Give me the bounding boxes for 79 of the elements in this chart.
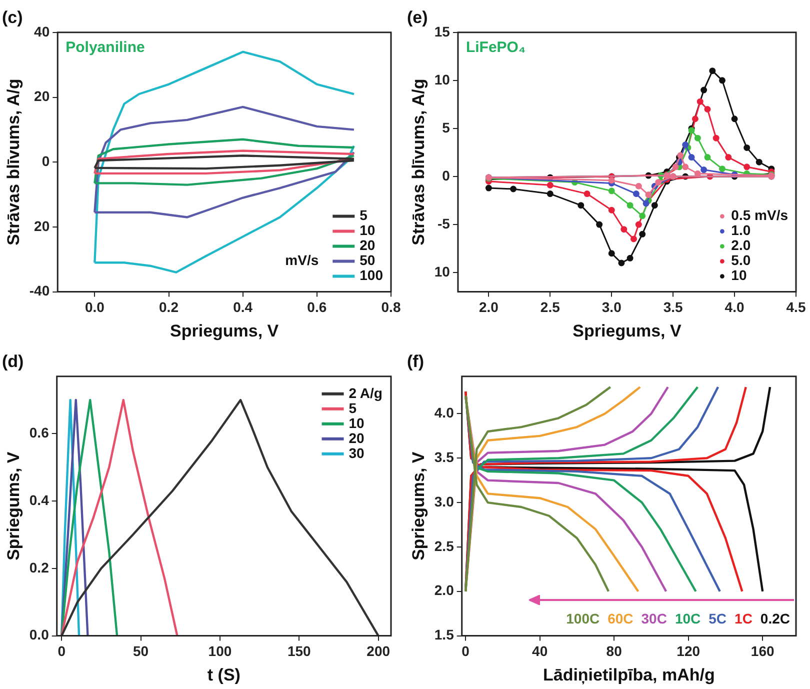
text: 30C	[641, 610, 667, 627]
x-tick-label: 120	[676, 643, 700, 660]
x-tick-label: 40	[532, 643, 548, 660]
x-tick-label: 200	[366, 643, 390, 660]
chart-title: (c)	[2, 8, 23, 27]
y-tick-label: 1.5	[434, 626, 454, 643]
x-tick-label: 0.6	[307, 299, 327, 316]
text: 1C	[734, 610, 752, 627]
legend-label: 10	[731, 267, 747, 284]
text: 0.2C	[760, 610, 790, 627]
x-tick-label: 160	[750, 643, 774, 660]
text: 5C	[708, 610, 727, 627]
y-tick-label: 0.4	[29, 492, 50, 508]
legend-label: 20	[360, 237, 376, 254]
y-tick-label: 10	[434, 263, 450, 280]
legend-label: 5.0	[731, 252, 751, 268]
y-tick-label: -40	[29, 282, 50, 299]
x-tick-label: 0.2	[159, 299, 179, 316]
y-tick-label: 3.5	[434, 448, 454, 465]
x-tick-label: 80	[606, 643, 622, 660]
y-tick-label: 40	[34, 23, 50, 40]
legend-label: 0.5 mV/s	[731, 207, 788, 224]
x-tick-label: 2.5	[540, 299, 560, 316]
x-tick-label: 2.0	[478, 299, 499, 316]
text: 60C	[608, 610, 634, 627]
x-tick-label: 150	[287, 643, 312, 660]
y-tick-label: 0.2	[29, 559, 50, 576]
legend-label: 30	[348, 444, 365, 461]
y-tick-label: 0	[42, 152, 50, 169]
legend-label: 5	[348, 400, 357, 416]
x-tick-label: 50	[133, 643, 149, 660]
legend-title: mV/s	[285, 252, 319, 268]
legend-label: 2 A/g	[348, 384, 382, 401]
text: 100C	[566, 610, 600, 627]
x-tick-label: 0	[462, 643, 470, 660]
x-tick-label: 4.0	[724, 299, 744, 316]
chart-title: (d)	[2, 352, 24, 371]
x-tick-label: 0.0	[84, 299, 105, 316]
y-tick-label: 0.6	[29, 424, 50, 441]
chart-title: (e)	[407, 8, 428, 27]
x-tick-label: 0	[58, 643, 66, 660]
legend-label: 10	[348, 414, 365, 431]
y-tick-label: 10	[434, 71, 450, 88]
y-tick-label: 4.0	[434, 404, 454, 421]
y-axis-title: Strāvas blīvums, A/g	[4, 78, 23, 246]
x-axis-title: t (S)	[207, 665, 240, 684]
y-axis-title: Spriegums, V	[408, 451, 428, 560]
legend-label: 2.0	[731, 237, 751, 254]
x-tick-label: 3.5	[663, 299, 684, 316]
y-tick-label: -5	[438, 215, 450, 232]
x-tick-label: 0.8	[381, 299, 401, 316]
text: 10C	[674, 610, 701, 627]
legend-label: 50	[360, 252, 376, 268]
x-tick-label: 3.0	[602, 299, 622, 316]
y-axis-title: Strāvas blīvums, A/g	[408, 78, 428, 246]
x-tick-label: 100	[208, 643, 232, 660]
legend-label: 100	[360, 267, 384, 284]
y-tick-label: 5	[442, 119, 450, 136]
x-tick-label: 4.5	[786, 299, 806, 316]
x-axis-title: Spriegums, V	[170, 321, 280, 340]
y-tick-label: 20	[34, 88, 50, 104]
annotation: LiFePO₄	[466, 39, 526, 56]
x-axis-title: Spriegums, V	[572, 321, 682, 340]
y-tick-label: 3.0	[434, 493, 454, 510]
legend-label: 20	[348, 430, 365, 446]
x-tick-label: 0.4	[233, 299, 253, 316]
chart-title: (f)	[407, 352, 424, 371]
y-axis-title: Spriegums, V	[4, 451, 23, 560]
x-axis-title: Lādiņietilpība, mAh/g	[542, 665, 715, 684]
legend-label: 10	[360, 222, 376, 238]
legend-label: 5	[360, 207, 368, 224]
y-tick-label: 2.0	[434, 582, 454, 598]
y-tick-label: 15	[434, 23, 450, 40]
y-tick-label: 0	[442, 167, 450, 184]
y-tick-label: 0.0	[29, 626, 50, 643]
legend-label: 1.0	[731, 222, 751, 238]
annotation: Polyaniline	[66, 39, 145, 56]
y-tick-label: 2.5	[434, 538, 454, 554]
y-tick-label: 20	[34, 218, 50, 234]
